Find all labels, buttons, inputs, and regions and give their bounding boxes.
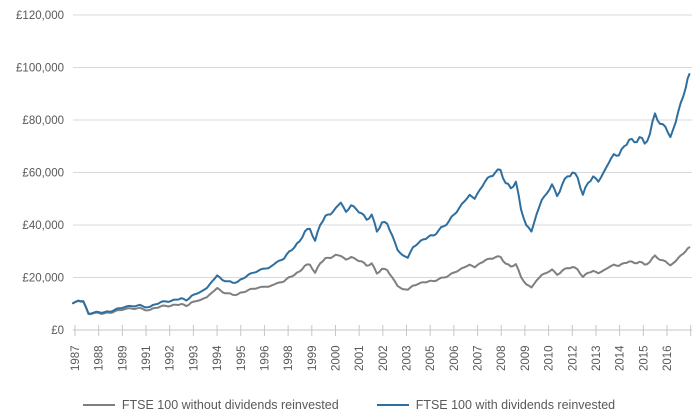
line-swatch-without-dividends xyxy=(82,404,115,406)
line-swatch-with-dividends xyxy=(376,404,409,406)
chart-plot-area: £0 £20,000 £40,000 £60,000 £80,000 £100,000 £1… xyxy=(16,10,692,371)
x-axis-label: 1989 xyxy=(117,345,129,371)
legend-label-without-dividends: FTSE 100 without dividends reinvested xyxy=(121,398,339,412)
x-axis-label: 2016 xyxy=(662,345,674,371)
x-axis-label: 2005 xyxy=(425,345,437,371)
x-axis-label: 1991 xyxy=(141,345,153,371)
x-axis-label: 2015 xyxy=(638,345,650,371)
x-axis-label: 1988 xyxy=(94,345,106,371)
x-axis-label: 2008 xyxy=(496,345,508,371)
x-axis-label: 2006 xyxy=(449,345,461,371)
y-axis-label: £40,000 xyxy=(22,220,64,232)
x-axis-label: 2002 xyxy=(378,345,390,371)
y-axis-label: £120,000 xyxy=(16,10,64,22)
x-axis-label: 1998 xyxy=(283,345,295,371)
legend-item-without-dividends: FTSE 100 without dividends reinvested xyxy=(82,398,339,412)
y-axis-label: £20,000 xyxy=(22,273,64,285)
legend-label-with-dividends: FTSE 100 with dividends reinvested xyxy=(415,398,616,412)
x-axis-label: 2007 xyxy=(473,345,485,371)
series-line-without-dividends xyxy=(72,246,691,316)
x-axis-label: 2013 xyxy=(591,345,603,371)
x-axis-label: 2003 xyxy=(402,345,414,371)
x-axis-label: 1993 xyxy=(188,345,200,371)
x-axis-label: 2012 xyxy=(567,345,579,371)
x-axis-label: 1992 xyxy=(165,345,177,371)
y-axis-label: £60,000 xyxy=(22,168,64,180)
x-axis-label: 2014 xyxy=(615,345,627,371)
x-axis-label: 2001 xyxy=(354,345,366,371)
x-axis-label: 2010 xyxy=(544,345,556,371)
legend-item-with-dividends: FTSE 100 with dividends reinvested xyxy=(376,398,616,412)
x-axis-label: 1996 xyxy=(259,345,271,371)
y-axis-label: £100,000 xyxy=(16,63,64,75)
x-axis-label: 2009 xyxy=(520,345,532,371)
x-axis-label: 1987 xyxy=(70,345,82,371)
series-line-with-dividends xyxy=(72,73,691,315)
x-axis-label: 2000 xyxy=(330,345,342,371)
y-axis-label: £0 xyxy=(51,325,64,337)
y-axis-label: £80,000 xyxy=(22,115,64,127)
x-axis-label: 1995 xyxy=(236,345,248,371)
x-axis-label: 1999 xyxy=(307,345,319,371)
chart-legend: FTSE 100 without dividends reinvested FT… xyxy=(0,398,698,412)
x-axis-label: 1994 xyxy=(212,345,224,371)
